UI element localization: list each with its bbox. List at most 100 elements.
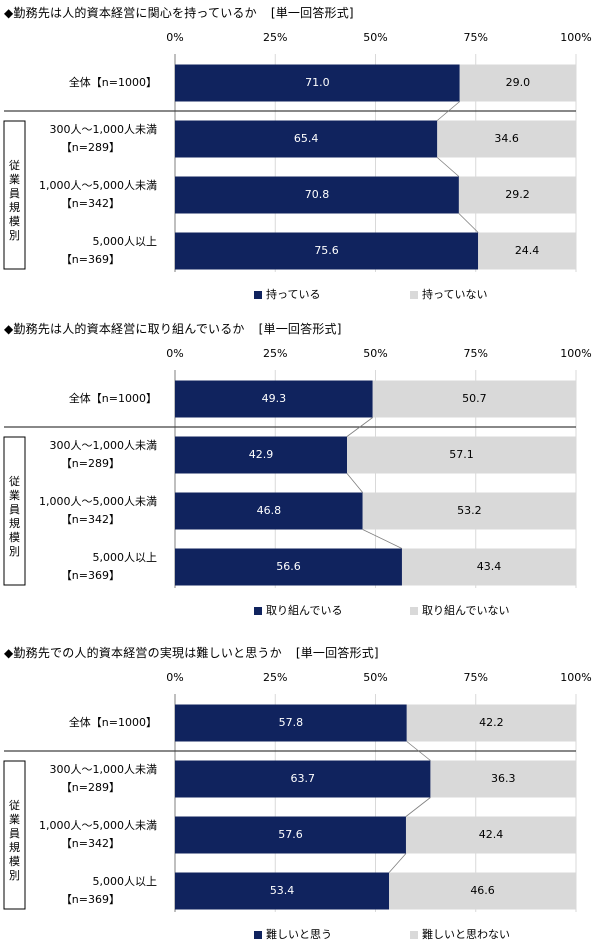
data-label: 29.2 [505, 188, 530, 201]
group-label-box [3, 120, 26, 270]
category-label: 1,000人～5,000人未満 [39, 819, 157, 832]
bar-取り組んでいる [175, 380, 373, 418]
legend-label: 持っていない [422, 287, 487, 301]
data-label: 24.4 [515, 244, 540, 257]
data-label: 57.1 [449, 448, 474, 461]
chart-initiative-plot: 0% 25% 50% 75% 100% 全体【n=1000】 300人～1,000人未満【n… [3, 347, 592, 617]
group-label-char: 別 [9, 229, 20, 242]
legend-swatch [254, 607, 262, 615]
bar-持っている [175, 120, 438, 158]
format-label: [単一回答形式] [295, 646, 379, 660]
legend-swatch [410, 931, 418, 939]
group-label-char: 業 [9, 489, 20, 502]
category-n-label: 【n=289】 [61, 457, 120, 470]
category-n-label: 【n=342】 [61, 197, 120, 210]
group-label-char: 規 [9, 840, 20, 854]
format-label: [単一回答形式] [258, 322, 342, 336]
series-connector [436, 101, 460, 121]
bar-難しいと思う [175, 872, 390, 910]
x-tick-label: 100% [560, 31, 591, 44]
legend-label: 取り組んでいる [266, 604, 342, 617]
x-tick-label: 25% [263, 347, 287, 360]
bar-持っていない [478, 232, 576, 270]
chart-difficulty: ◆勤務先での人的資本経営の実現は難しいと思うか [単一回答形式] 0% 25% 50%… [0, 640, 600, 952]
bar-取り組んでいない [362, 492, 576, 530]
category-label: 300人～1,000人未満 [50, 439, 158, 452]
series-connector [346, 473, 363, 493]
group-label-char: 員 [9, 503, 20, 516]
data-label: 56.6 [276, 560, 301, 573]
legend-label: 取り組んでいない [422, 604, 509, 617]
category-label: 5,000人以上 [93, 235, 158, 248]
x-tick-label: 75% [464, 347, 488, 360]
legend-swatch [410, 291, 418, 299]
chart-title: ◆勤務先は人的資本経営に取り組んでいるか [単一回答形式] [4, 322, 342, 336]
chart-difficulty-plot: 0% 25% 50% 75% 100% 全体【n=1000】 300人～1,000人未満【n… [3, 671, 592, 941]
category-n-label: 【n=369】 [61, 893, 120, 906]
legend-label: 難しいと思う [266, 928, 332, 941]
data-label: 57.8 [279, 716, 304, 729]
bar-持っている [175, 176, 459, 214]
x-tick-label: 0% [166, 671, 183, 684]
x-tick-label: 50% [363, 671, 387, 684]
data-label: 42.4 [479, 828, 504, 841]
data-label: 53.2 [457, 504, 482, 517]
category-label: 5,000人以上 [93, 875, 158, 888]
category-n-label: 【n=289】 [61, 141, 120, 154]
category-n-label: 【n=342】 [61, 837, 120, 850]
chart-initiative: ◆勤務先は人的資本経営に取り組んでいるか [単一回答形式] 0% 25% 50% 75%… [0, 316, 600, 628]
bar-取り組んでいる [175, 492, 363, 530]
chart-interest-plot: 0% 25% 50% 75% 100% 全体【n=1000】 300人～1,000人未満【n… [3, 31, 592, 301]
data-label: 46.8 [257, 504, 282, 517]
series-connector [346, 417, 373, 437]
legend-swatch [254, 291, 262, 299]
group-label-char: 規 [9, 200, 20, 214]
data-label: 53.4 [270, 884, 295, 897]
chart-title: ◆勤務先での人的資本経営の実現は難しいと思うか [単一回答形式] [4, 646, 379, 660]
group-label-char: 規 [9, 516, 20, 530]
bar-持っていない [459, 64, 576, 102]
group-label-char: 別 [9, 869, 20, 882]
bar-取り組んでいない [401, 548, 576, 586]
data-label: 42.9 [249, 448, 274, 461]
bar-取り組んでいない [372, 380, 576, 418]
x-tick-label: 100% [560, 671, 591, 684]
data-label: 50.7 [462, 392, 487, 405]
group-label-char: 業 [9, 173, 20, 186]
data-label: 57.6 [278, 828, 303, 841]
data-label: 42.2 [479, 716, 504, 729]
category-n-label: 【n=369】 [61, 253, 120, 266]
bar-難しいと思う [175, 816, 406, 854]
group-label-char: 模 [9, 215, 20, 228]
category-label: 全体【n=1000】 [69, 715, 157, 729]
x-tick-label: 50% [363, 31, 387, 44]
series-connector [436, 157, 460, 177]
data-label: 75.6 [314, 244, 339, 257]
group-label-box [3, 760, 26, 910]
category-label: 全体【n=1000】 [69, 391, 157, 405]
bar-難しいと思わない [405, 816, 576, 854]
bar-取り組んでいない [347, 436, 576, 474]
group-label-char: 模 [9, 531, 20, 544]
bar-持っていない [458, 176, 576, 214]
x-tick-label: 75% [464, 31, 488, 44]
series-connector [388, 853, 407, 873]
group-label-char: 員 [9, 187, 20, 200]
group-label-char: 模 [9, 855, 20, 868]
x-tick-label: 100% [560, 347, 591, 360]
category-label: 300人～1,000人未満 [50, 123, 158, 136]
format-label: [単一回答形式] [270, 6, 354, 20]
x-tick-label: 0% [166, 347, 183, 360]
data-label: 46.6 [470, 884, 495, 897]
legend-label: 難しいと思わない [422, 928, 510, 941]
category-label: 1,000人～5,000人未満 [39, 179, 157, 192]
category-label: 300人～1,000人未満 [50, 763, 158, 776]
category-n-label: 【n=369】 [61, 569, 120, 582]
group-label-char: 従 [9, 475, 20, 488]
series-connector [405, 797, 431, 817]
bar-難しいと思わない [430, 760, 576, 798]
x-tick-label: 25% [263, 671, 287, 684]
group-label-char: 別 [9, 545, 20, 558]
group-label-box [3, 436, 26, 586]
